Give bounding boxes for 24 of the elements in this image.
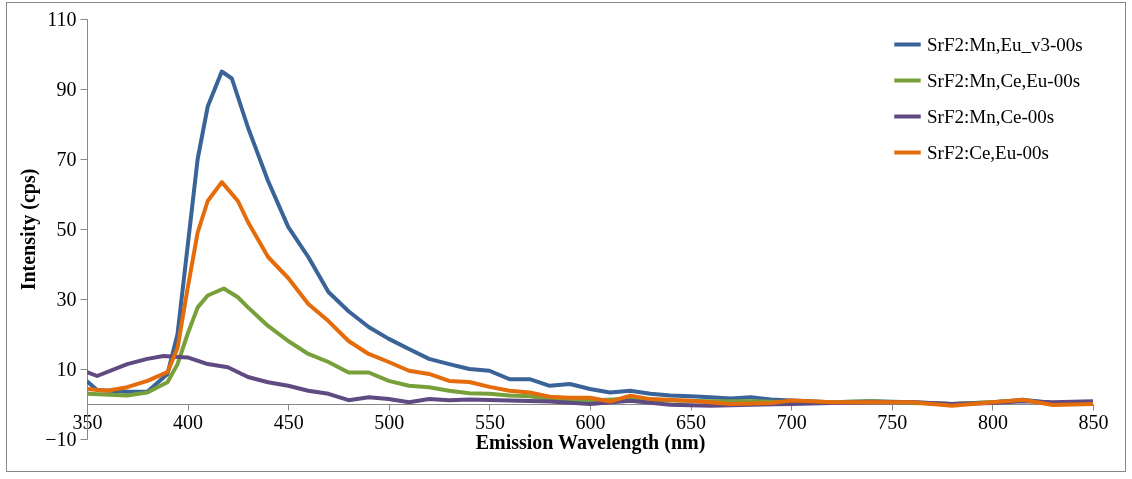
- x-tick-label: 800: [977, 410, 1008, 433]
- y-axis-title: Intensity (cps): [17, 168, 41, 291]
- x-tick-label: 850: [1078, 410, 1109, 433]
- x-tick-label: 750: [877, 410, 908, 433]
- y-tick-label: 50: [56, 217, 77, 240]
- x-tick-label: 450: [273, 410, 304, 433]
- legend-label: SrF2:Mn,Ce,Eu-00s: [927, 69, 1081, 91]
- legend-label: SrF2:Mn,Ce-00s: [927, 105, 1055, 127]
- y-tick-label: 30: [56, 287, 77, 310]
- x-tick-label: 350: [72, 410, 103, 433]
- x-tick-label: 650: [676, 410, 707, 433]
- legend-label: SrF2:Mn,Eu_v3-00s: [927, 33, 1083, 55]
- legend-label: SrF2:Ce,Eu-00s: [927, 141, 1049, 163]
- x-tick-label: 400: [173, 410, 204, 433]
- y-tick-label: 10: [56, 357, 77, 380]
- x-tick-label: 700: [776, 410, 807, 433]
- x-tick-label: 550: [474, 410, 505, 433]
- line-series: [87, 180, 1093, 408]
- x-tick-label: 600: [575, 410, 606, 433]
- y-tick-label: 90: [56, 77, 77, 100]
- x-axis-title: Emission Wavelength (nm): [475, 430, 706, 454]
- x-tick-label: 500: [374, 410, 405, 433]
- y-tick-label: 70: [56, 147, 77, 170]
- y-tick-label: 110: [47, 7, 77, 30]
